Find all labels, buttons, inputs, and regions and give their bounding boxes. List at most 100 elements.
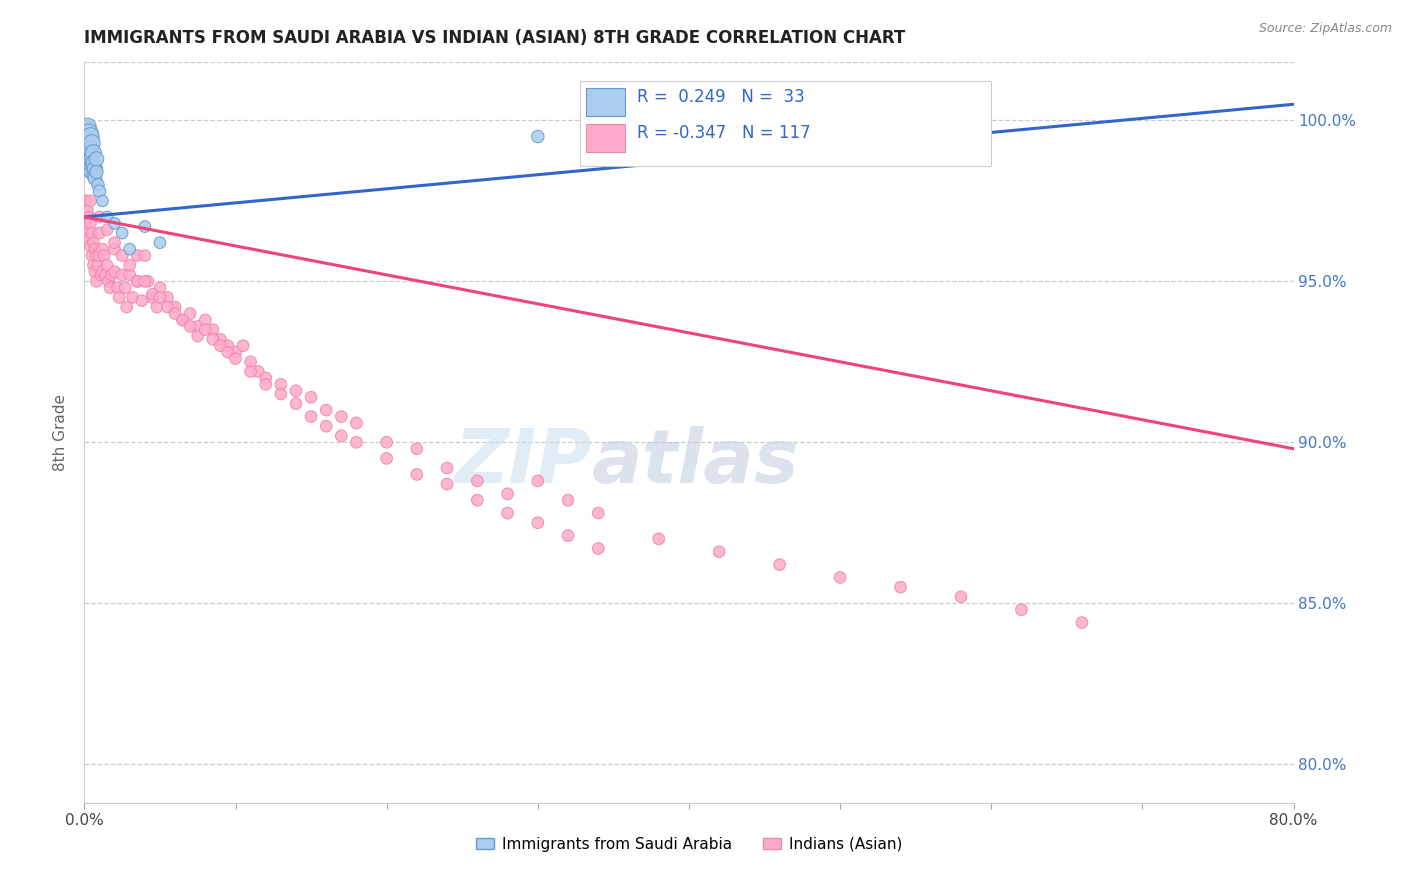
Point [75,194,97,208]
Point [247,364,270,378]
Point [91,265,114,279]
Point [239,355,262,369]
Point [467,474,489,488]
Text: ZIP: ZIP [456,425,592,499]
Point [79,129,101,144]
Point [107,281,129,295]
Point [79,216,101,230]
Point [89,226,111,240]
Point [830,570,852,584]
FancyBboxPatch shape [581,81,991,166]
Point [111,226,134,240]
Point [270,387,292,401]
Point [76,133,98,147]
Point [96,223,118,237]
Point [80,249,103,263]
Point [87,178,110,192]
Point [80,149,103,163]
Point [254,371,277,385]
Point [270,377,292,392]
Point [111,268,134,282]
Point [187,319,209,334]
Point [80,158,103,172]
Point [84,161,107,176]
Point [225,351,247,366]
Point [97,274,120,288]
Point [80,136,103,150]
Point [346,416,368,430]
Bar [586,124,624,152]
Point [890,580,912,594]
Point [299,390,322,404]
Point [82,235,104,250]
Point [77,210,100,224]
Point [217,345,239,359]
Point [557,493,579,508]
Point [527,516,550,530]
Point [156,290,179,304]
Point [149,281,172,295]
Point [79,152,101,166]
Point [77,232,100,246]
Point [89,210,111,224]
Point [172,313,194,327]
Point [436,461,458,475]
Point [111,249,134,263]
Point [127,274,149,288]
Point [299,409,322,424]
Legend: Immigrants from Saudi Arabia, Indians (Asian): Immigrants from Saudi Arabia, Indians (A… [470,830,908,858]
Point [1071,615,1094,630]
Point [330,429,353,443]
Point [91,194,114,208]
Point [375,451,398,466]
Point [114,281,136,295]
Point [82,155,104,169]
Point [118,258,141,272]
Point [91,242,114,256]
Point [375,435,398,450]
Point [217,339,239,353]
Point [118,268,141,282]
Point [118,242,141,256]
Point [94,268,117,282]
Point [115,300,138,314]
Point [141,290,163,304]
Point [209,339,232,353]
Point [496,487,519,501]
Point [179,319,201,334]
Point [96,210,118,224]
Point [79,165,101,179]
Point [201,323,224,337]
Point [1011,602,1033,616]
Point [90,268,112,282]
Point [82,258,104,272]
Point [406,467,429,482]
Point [76,120,98,134]
Text: Source: ZipAtlas.com: Source: ZipAtlas.com [1258,22,1392,36]
Point [149,235,172,250]
Point [436,477,458,491]
Point [131,293,153,308]
Text: R = -0.347   N = 117: R = -0.347 N = 117 [637,124,811,142]
Point [146,300,169,314]
Point [121,290,143,304]
Point [77,161,100,176]
Point [75,136,97,150]
Point [527,129,550,144]
Point [950,590,973,604]
Y-axis label: 8th Grade: 8th Grade [53,394,69,471]
Point [86,152,108,166]
Point [406,442,429,456]
Point [82,145,104,160]
Point [134,274,156,288]
Point [172,313,194,327]
Point [104,265,127,279]
Point [179,306,201,320]
Point [104,242,127,256]
Point [315,403,337,417]
Point [86,274,108,288]
Point [84,265,107,279]
Point [709,545,731,559]
Point [89,249,111,263]
Text: atlas: atlas [592,425,800,499]
